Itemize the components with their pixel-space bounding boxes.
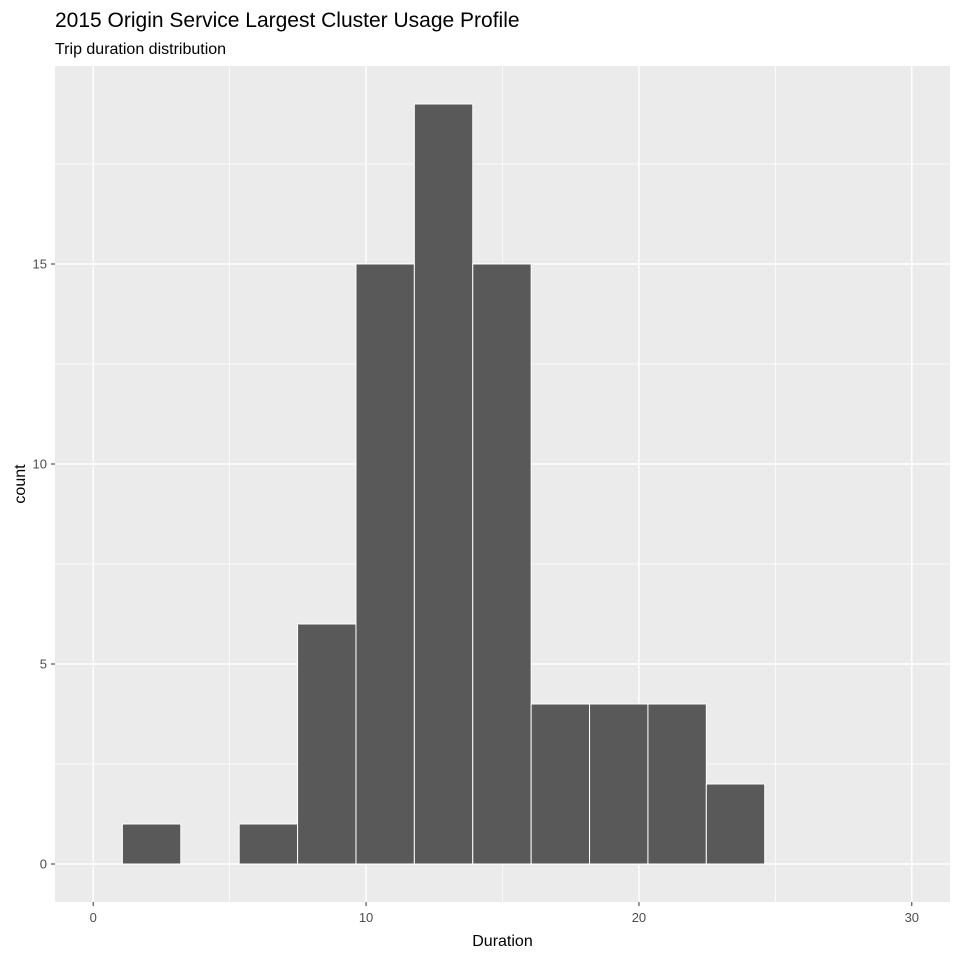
x-axis-title: Duration xyxy=(472,933,532,950)
chart-subtitle: Trip duration distribution xyxy=(55,41,226,58)
histogram-bar xyxy=(472,263,532,865)
histogram-bars xyxy=(121,103,766,865)
x-axis: 0 10 20 30 xyxy=(90,902,919,925)
y-axis-title: count xyxy=(12,464,29,504)
histogram-bar xyxy=(647,703,707,865)
chart-title: 2015 Origin Service Largest Cluster Usag… xyxy=(55,9,520,32)
histogram-bar xyxy=(355,263,415,865)
x-tick-label: 0 xyxy=(90,910,97,925)
y-tick-label: 0 xyxy=(40,857,47,872)
x-tick-label: 10 xyxy=(359,910,373,925)
histogram-bar xyxy=(705,783,766,865)
y-tick-label: 5 xyxy=(40,657,47,672)
x-tick-label: 20 xyxy=(632,910,646,925)
histogram-bar xyxy=(297,623,357,865)
histogram-bar xyxy=(121,823,182,865)
y-axis: 0 5 10 15 xyxy=(33,257,55,872)
x-tick-label: 30 xyxy=(905,910,919,925)
histogram-bar xyxy=(589,703,649,865)
histogram-bar xyxy=(530,703,591,865)
histogram-bar xyxy=(413,103,474,865)
histogram-bar xyxy=(238,823,299,865)
y-tick-label: 15 xyxy=(33,257,47,272)
y-tick-label: 10 xyxy=(33,457,47,472)
